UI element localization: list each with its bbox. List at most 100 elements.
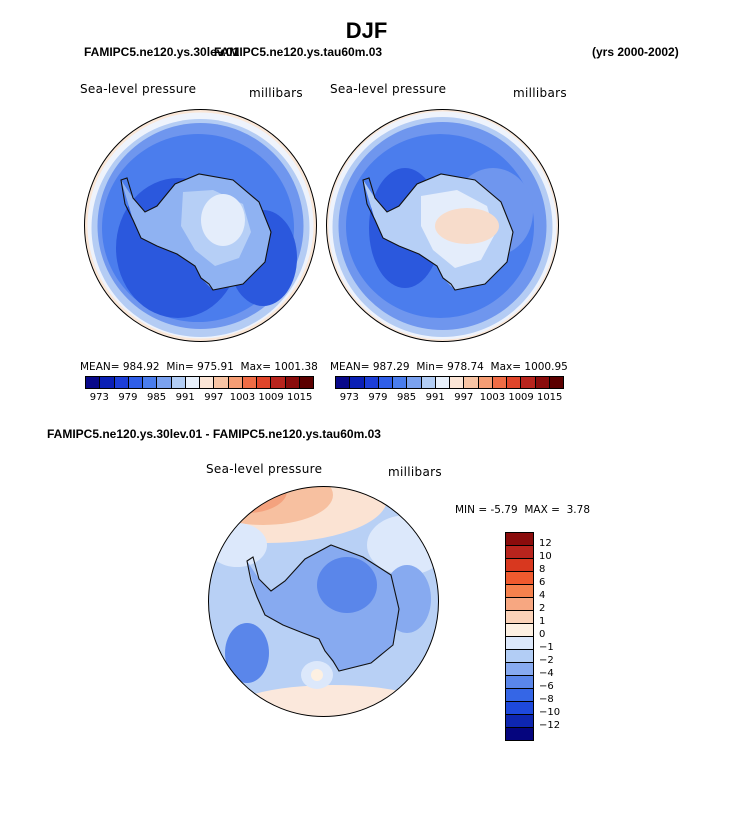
colorbar-swatch [506,689,533,702]
panel2-max-value: 1000.95 [524,361,568,373]
map-border [84,109,317,342]
colorbar-swatch [506,611,533,624]
colorbar-swatch [506,559,533,572]
colorbar-swatch [506,650,533,663]
map-negative-region [225,623,269,683]
antarctica-high [435,208,499,244]
panel3-max-label: MAX = [524,504,560,516]
colorbar-swatch [157,377,172,388]
colorbar-tick-label: −4 [539,668,554,679]
colorbar-tick-label: −1 [539,642,554,653]
colorbar-swatch [257,377,272,388]
colorbar-swatch [421,377,436,388]
colorbar-tick-label: 973 [89,392,109,403]
panel1-colorbar [85,376,314,389]
case-label-right: FAMIPC5.ne120.ys.tau60m.03 [214,45,383,59]
colorbar-swatch [506,702,533,715]
panel1-max-value: 1001.38 [274,361,318,373]
coastline [246,544,400,672]
panel1-min-value: 975.91 [197,361,234,373]
colorbar-tick-label: 6 [539,577,546,588]
colorbar-tick-label: 1009 [258,392,284,403]
colorbar-swatch [521,377,536,388]
panel2-min-label: Min= [416,361,444,373]
coastline [362,173,514,291]
colorbar-tick-label: 1009 [508,392,534,403]
panel2-mean-label: MEAN= [330,361,370,373]
page-title: DJF [345,18,388,43]
colorbar-tick-label: −8 [539,694,554,705]
colorbar-swatch [506,728,533,740]
colorbar-tick-label: 1015 [536,392,563,403]
colorbar-swatch [478,377,493,388]
colorbar-tick-label: 979 [368,392,388,403]
colorbar-swatch [214,377,229,388]
colorbar-swatch [185,377,200,388]
colorbar-swatch [506,598,533,611]
colorbar-tick-label: −12 [539,720,561,731]
panel2-variable-label: Sea-level pressure [330,82,447,96]
colorbar-swatch [299,377,313,388]
colorbar-swatch [86,377,101,388]
colorbar-swatch [285,377,300,388]
panel2-max-label: Max= [490,361,522,373]
colorbar-tick-label: 0 [539,629,546,640]
colorbar-swatch [492,377,507,388]
case-label-left: FAMIPC5.ne120.ys.30lev.01 [84,45,240,59]
panel2-units-label: millibars [513,86,567,100]
colorbar-swatch [271,377,286,388]
colorbar-swatch [506,624,533,637]
antarctica-high [201,194,245,246]
colorbar-tick-label: 997 [204,392,224,403]
colorbar-swatch [507,377,522,388]
colorbar-swatch [171,377,186,388]
panel1-variable-label: Sea-level pressure [80,82,197,96]
coastline [120,173,272,291]
colorbar-swatch [143,377,158,388]
colorbar-tick-label: 985 [397,392,417,403]
colorbar-tick-label: 10 [539,551,552,562]
colorbar-swatch [535,377,550,388]
colorbar-tick-label: 997 [454,392,474,403]
colorbar-swatch [549,377,563,388]
colorbar-swatch [114,377,129,388]
panel3-max-value: 3.78 [566,504,591,516]
colorbar-swatch [506,663,533,676]
colorbar-swatch [393,377,408,388]
colorbar-swatch [336,377,351,388]
colorbar-swatch [464,377,479,388]
colorbar-tick-label: 4 [539,590,546,601]
map-border [208,486,439,717]
panel3-colorbar [505,532,534,741]
colorbar-swatch [242,377,257,388]
panel3-variable-label: Sea-level pressure [206,462,323,476]
colorbar-tick-label: 8 [539,564,546,575]
colorbar-swatch [128,377,143,388]
colorbar-tick-label: 12 [539,538,552,549]
colorbar-swatch [378,377,393,388]
map-border [326,109,559,342]
colorbar-swatch [506,676,533,689]
colorbar-swatch [200,377,215,388]
colorbar-tick-label: 973 [339,392,359,403]
panel3-min-value: -5.79 [490,504,518,516]
panel3-polar-map [208,486,439,717]
colorbar-swatch [506,715,533,728]
colorbar-tick-label: 2 [539,603,546,614]
panel1-units-label: millibars [249,86,303,100]
colorbar-swatch [350,377,365,388]
panel1-min-label: Min= [166,361,194,373]
colorbar-tick-label: 1003 [479,392,506,403]
colorbar-tick-label: 979 [118,392,138,403]
colorbar-tick-label: 991 [425,392,445,403]
years-label: (yrs 2000-2002) [592,45,679,59]
colorbar-tick-label: −2 [539,655,554,666]
colorbar-swatch [407,377,422,388]
panel3-min-label: MIN = [455,504,488,516]
panel1-max-label: Max= [240,361,272,373]
colorbar-tick-label: −10 [539,707,561,718]
colorbar-swatch [506,572,533,585]
panel2-polar-map [326,109,559,342]
panel2-mean-value: 987.29 [372,361,410,373]
panel1-mean-label: MEAN= [80,361,120,373]
